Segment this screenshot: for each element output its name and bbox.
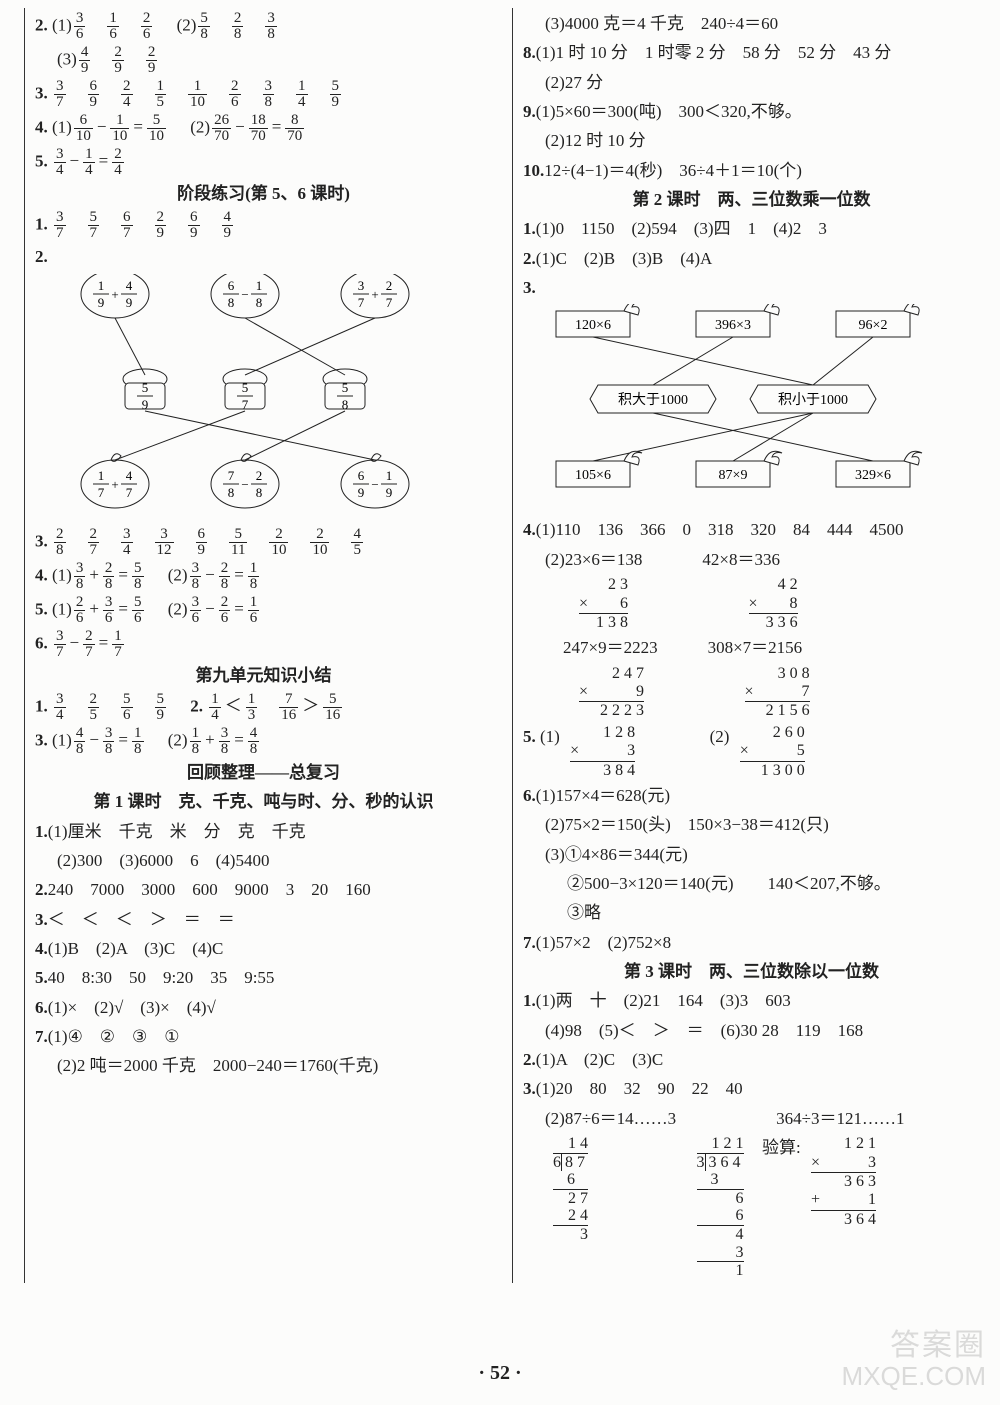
- svg-text:8: 8: [228, 295, 235, 310]
- svg-text:5: 5: [342, 380, 349, 395]
- svg-text:+: +: [111, 287, 118, 302]
- svg-text:7: 7: [126, 485, 133, 500]
- vertical-mult: 3 0 8× 72 1 5 6: [745, 665, 810, 721]
- left-column: 2. (1)361626 (2)582838 (3)492929 3. 3769…: [24, 8, 492, 1283]
- svg-text:120×6: 120×6: [575, 318, 611, 333]
- matching-diagram-fractions: 19+4968−1837+2759575817+4778−2869−19: [35, 274, 455, 524]
- svg-text:96×2: 96×2: [859, 318, 888, 333]
- svg-text:+: +: [111, 477, 118, 492]
- svg-text:−: −: [371, 477, 378, 492]
- q-label: 2.: [35, 15, 48, 34]
- svg-text:积小于1000: 积小于1000: [778, 392, 848, 408]
- svg-text:9: 9: [126, 295, 133, 310]
- long-division: 1 468 762 72 43: [553, 1135, 588, 1244]
- vertical-mult: 2 4 7× 92 2 2 3: [579, 665, 644, 721]
- svg-text:329×6: 329×6: [855, 468, 891, 483]
- svg-text:8: 8: [256, 295, 263, 310]
- svg-text:8: 8: [256, 485, 263, 500]
- svg-text:2: 2: [256, 468, 263, 483]
- long-division: 1 2 133 6 4366431: [697, 1135, 744, 1280]
- svg-text:+: +: [371, 287, 378, 302]
- svg-text:8: 8: [342, 397, 349, 412]
- vertical-check: 1 2 1 × 3 3 6 3 + 1 3 6 4: [811, 1135, 876, 1229]
- svg-text:105×6: 105×6: [575, 468, 611, 483]
- svg-text:6: 6: [358, 468, 365, 483]
- vertical-mult: 2 3× 61 3 8: [579, 576, 628, 632]
- watermark: 答案圈 MXQE.COM: [842, 1329, 986, 1391]
- svg-text:6: 6: [228, 278, 235, 293]
- lesson2-title: 第 2 课时 两、三位数乘一位数: [523, 187, 980, 213]
- svg-text:7: 7: [228, 468, 235, 483]
- svg-text:7: 7: [242, 397, 249, 412]
- svg-text:积大于1000: 积大于1000: [618, 392, 688, 408]
- svg-text:7: 7: [386, 295, 393, 310]
- svg-text:87×9: 87×9: [719, 468, 748, 483]
- vertical-mult: 1 2 8× 33 8 4: [570, 724, 635, 780]
- lesson3-title: 第 3 课时 两、三位数除以一位数: [523, 959, 980, 985]
- svg-text:7: 7: [358, 295, 365, 310]
- vertical-mult: 2 6 0× 51 3 0 0: [740, 724, 805, 780]
- stage-title: 阶段练习(第 5、6 课时): [35, 181, 492, 207]
- svg-text:9: 9: [358, 485, 365, 500]
- svg-text:396×3: 396×3: [715, 318, 751, 333]
- right-column: (3)4000 克＝4 千克 240÷4＝60 8.(1)1 时 10 分 1 …: [512, 8, 980, 1283]
- svg-text:−: −: [241, 477, 248, 492]
- svg-text:5: 5: [242, 380, 249, 395]
- svg-text:1: 1: [256, 278, 263, 293]
- svg-text:9: 9: [386, 485, 393, 500]
- svg-text:3: 3: [358, 278, 365, 293]
- svg-text:7: 7: [98, 485, 105, 500]
- svg-text:1: 1: [386, 468, 393, 483]
- svg-text:2: 2: [386, 278, 393, 293]
- unit9-title: 第九单元知识小结: [35, 663, 492, 689]
- matching-diagram-mult: 120×6 396×3 96×2 积大于1000 积小于1000 105×6 87×9 329…: [523, 304, 963, 514]
- vertical-mult: 4 2× 83 3 6: [749, 576, 798, 632]
- svg-text:1: 1: [98, 468, 105, 483]
- svg-text:−: −: [241, 287, 248, 302]
- svg-text:9: 9: [98, 295, 105, 310]
- lesson1-title: 第 1 课时 克、千克、吨与时、分、秒的认识: [35, 789, 492, 815]
- svg-text:9: 9: [142, 397, 149, 412]
- svg-text:4: 4: [126, 468, 133, 483]
- svg-text:1: 1: [98, 278, 105, 293]
- review-title: 回顾整理——总复习: [35, 760, 492, 786]
- svg-text:8: 8: [228, 485, 235, 500]
- svg-text:5: 5: [142, 380, 149, 395]
- svg-text:4: 4: [126, 278, 133, 293]
